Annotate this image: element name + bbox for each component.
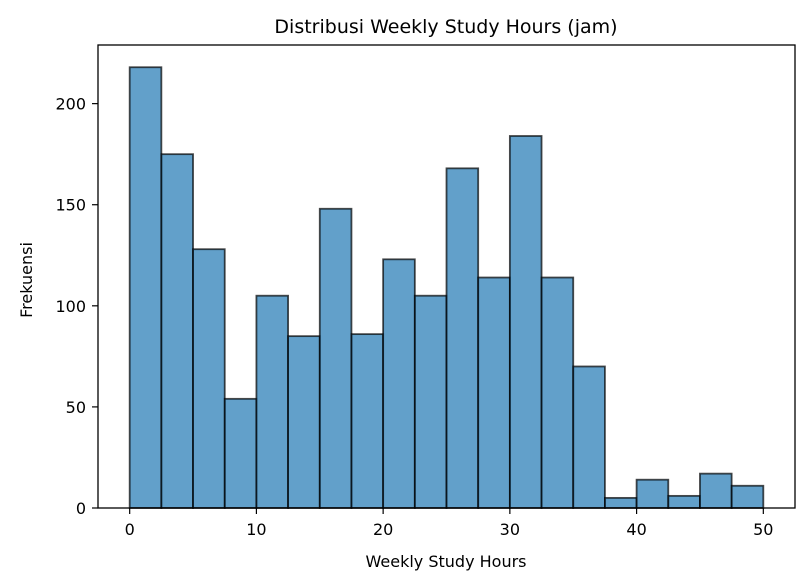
y-tick-label: 200: [55, 95, 86, 114]
histogram-bar: [477, 276, 511, 509]
histogram-bar: [160, 153, 194, 509]
y-tick-label: 50: [66, 398, 86, 417]
x-tick-label: 20: [373, 520, 393, 539]
bars-group: [128, 66, 765, 509]
histogram-bar: [128, 66, 163, 509]
y-tick-label: 150: [55, 196, 86, 215]
y-tick-label: 0: [76, 499, 86, 518]
histogram-bar: [604, 496, 638, 509]
histogram-bar: [318, 207, 353, 509]
histogram-bar: [223, 397, 258, 509]
chart-title: Distribusi Weekly Study Hours (jam): [274, 16, 617, 38]
plot-frame: [97, 44, 796, 509]
histogram-bar: [699, 472, 733, 509]
x-tick-label: 30: [500, 520, 520, 539]
x-axis-label: Weekly Study Hours: [366, 552, 527, 571]
histogram-bar: [445, 167, 480, 509]
y-axis-ticks: 0 50 100 150 200: [55, 95, 98, 518]
histogram-bar: [255, 294, 289, 509]
x-tick-label: 0: [125, 520, 135, 539]
x-tick-label: 40: [626, 520, 646, 539]
histogram-bar: [192, 248, 226, 509]
histogram-bar: [382, 258, 416, 509]
histogram-bar: [287, 335, 321, 509]
y-tick-label: 100: [55, 297, 86, 316]
x-tick-label: 50: [753, 520, 773, 539]
x-tick-label: 10: [246, 520, 266, 539]
y-axis-label: Frekuensi: [17, 242, 36, 318]
x-axis-ticks: 0 10 20 30 40 50: [125, 508, 773, 539]
histogram-bar: [730, 484, 765, 509]
histogram-bar: [350, 333, 385, 509]
histogram-bar: [413, 294, 448, 509]
histogram-bar: [508, 135, 543, 509]
histogram-bar: [572, 365, 606, 509]
histogram-bar: [540, 276, 575, 509]
histogram-bar: [667, 494, 701, 509]
histogram-bar: [635, 478, 670, 509]
